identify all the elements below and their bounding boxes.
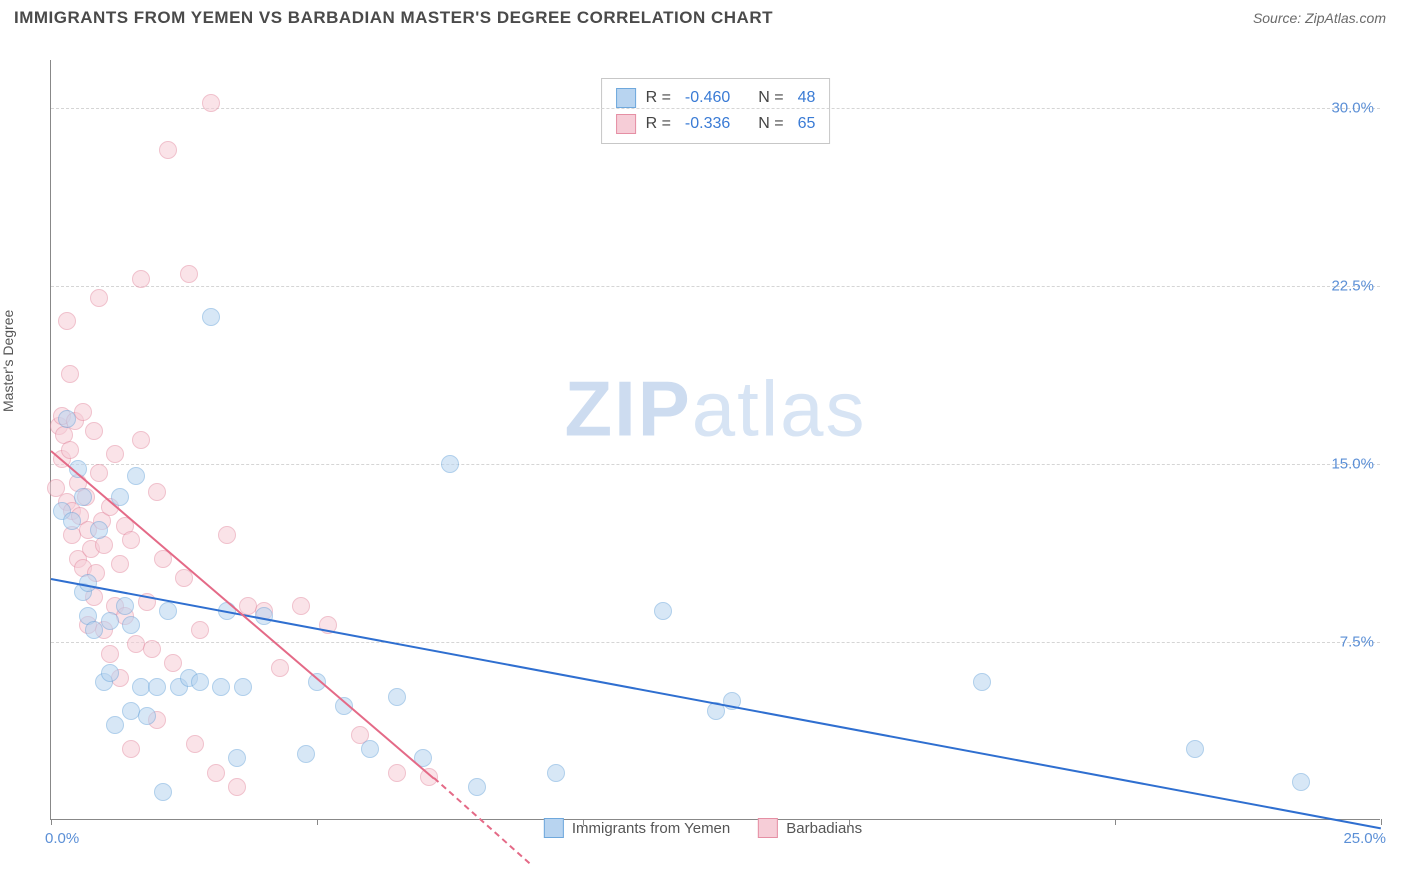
data-point-barbadians: [164, 654, 182, 672]
x-tick-mark: [317, 819, 318, 825]
data-point-barbadians: [85, 422, 103, 440]
correlation-legend: R = -0.460 N = 48 R = -0.336 N = 65: [601, 78, 831, 144]
data-point-yemen: [127, 467, 145, 485]
data-point-yemen: [1186, 740, 1204, 758]
data-point-yemen: [122, 616, 140, 634]
grid-line: [51, 464, 1380, 465]
series-legend: Immigrants from Yemen Barbadians: [544, 818, 862, 838]
data-point-barbadians: [148, 483, 166, 501]
data-point-yemen: [159, 602, 177, 620]
data-point-barbadians: [101, 645, 119, 663]
y-tick-label: 22.5%: [1331, 277, 1374, 294]
data-point-barbadians: [132, 270, 150, 288]
chart-title: IMMIGRANTS FROM YEMEN VS BARBADIAN MASTE…: [14, 8, 773, 28]
data-point-barbadians: [228, 778, 246, 796]
data-point-barbadians: [61, 365, 79, 383]
data-point-yemen: [212, 678, 230, 696]
chart-container: Master's Degree ZIPatlas 0.0% 25.0% R = …: [14, 44, 1392, 844]
trend-line-yemen: [51, 578, 1381, 829]
swatch-icon: [544, 818, 564, 838]
swatch-icon: [758, 818, 778, 838]
data-point-yemen: [191, 673, 209, 691]
data-point-barbadians: [388, 764, 406, 782]
data-point-yemen: [63, 512, 81, 530]
grid-line: [51, 642, 1380, 643]
data-point-barbadians: [74, 403, 92, 421]
source-credit: Source: ZipAtlas.com: [1253, 10, 1386, 26]
y-axis-label: Master's Degree: [0, 310, 16, 412]
y-tick-label: 7.5%: [1340, 633, 1374, 650]
y-tick-label: 30.0%: [1331, 99, 1374, 116]
legend-item-barbadians: Barbadians: [758, 818, 862, 838]
watermark: ZIPatlas: [564, 364, 866, 455]
data-point-yemen: [388, 688, 406, 706]
data-point-barbadians: [90, 289, 108, 307]
grid-line: [51, 286, 1380, 287]
data-point-yemen: [74, 488, 92, 506]
data-point-yemen: [547, 764, 565, 782]
data-point-barbadians: [58, 312, 76, 330]
data-point-yemen: [973, 673, 991, 691]
data-point-yemen: [101, 612, 119, 630]
data-point-barbadians: [90, 464, 108, 482]
data-point-yemen: [138, 707, 156, 725]
data-point-yemen: [85, 621, 103, 639]
data-point-barbadians: [111, 555, 129, 573]
x-tick-mark: [51, 819, 52, 825]
data-point-yemen: [1292, 773, 1310, 791]
x-tick-label: 25.0%: [1343, 830, 1386, 847]
x-tick-mark: [1115, 819, 1116, 825]
y-tick-label: 15.0%: [1331, 455, 1374, 472]
r-value: -0.336: [685, 111, 730, 137]
swatch-icon: [616, 114, 636, 134]
data-point-barbadians: [132, 431, 150, 449]
data-point-barbadians: [61, 441, 79, 459]
n-value: 65: [798, 111, 816, 137]
data-point-yemen: [228, 749, 246, 767]
grid-line: [51, 108, 1380, 109]
data-point-yemen: [468, 778, 486, 796]
data-point-barbadians: [180, 265, 198, 283]
data-point-barbadians: [159, 141, 177, 159]
data-point-barbadians: [122, 531, 140, 549]
data-point-yemen: [116, 597, 134, 615]
data-point-barbadians: [191, 621, 209, 639]
data-point-barbadians: [186, 735, 204, 753]
data-point-barbadians: [218, 526, 236, 544]
data-point-yemen: [148, 678, 166, 696]
x-tick-label: 0.0%: [45, 830, 79, 847]
plot-area: ZIPatlas 0.0% 25.0% R = -0.460 N = 48 R …: [50, 60, 1380, 820]
data-point-yemen: [441, 455, 459, 473]
data-point-yemen: [234, 678, 252, 696]
data-point-yemen: [654, 602, 672, 620]
data-point-barbadians: [143, 640, 161, 658]
data-point-yemen: [101, 664, 119, 682]
data-point-yemen: [79, 574, 97, 592]
data-point-barbadians: [292, 597, 310, 615]
data-point-yemen: [297, 745, 315, 763]
x-tick-mark: [1381, 819, 1382, 825]
data-point-barbadians: [106, 445, 124, 463]
data-point-barbadians: [122, 740, 140, 758]
data-point-barbadians: [202, 94, 220, 112]
legend-label: Barbadians: [786, 820, 862, 837]
data-point-barbadians: [271, 659, 289, 677]
data-point-yemen: [202, 308, 220, 326]
data-point-yemen: [58, 410, 76, 428]
legend-item-yemen: Immigrants from Yemen: [544, 818, 730, 838]
data-point-yemen: [106, 716, 124, 734]
data-point-barbadians: [207, 764, 225, 782]
legend-label: Immigrants from Yemen: [572, 820, 730, 837]
swatch-icon: [616, 88, 636, 108]
data-point-yemen: [361, 740, 379, 758]
data-point-yemen: [154, 783, 172, 801]
data-point-yemen: [90, 521, 108, 539]
legend-row-barbadians: R = -0.336 N = 65: [616, 111, 816, 137]
